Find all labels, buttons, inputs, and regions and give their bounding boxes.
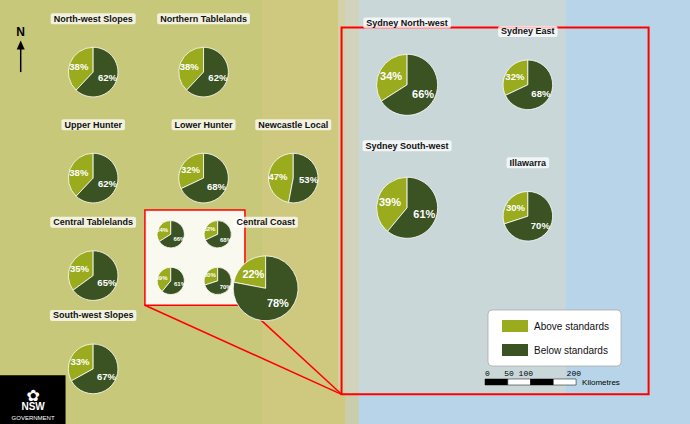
svg-text:32%: 32% (181, 164, 201, 175)
svg-text:Below standards: Below standards (534, 345, 608, 356)
svg-text:NSW: NSW (21, 400, 45, 412)
svg-text:68%: 68% (207, 181, 227, 192)
svg-text:22%: 22% (242, 268, 264, 280)
svg-text:34%: 34% (380, 70, 402, 82)
svg-text:Illawarra: Illawarra (510, 158, 548, 168)
svg-text:Central Tablelands: Central Tablelands (53, 217, 133, 227)
svg-text:62%: 62% (98, 178, 118, 189)
svg-text:32%: 32% (505, 71, 525, 82)
svg-text:38%: 38% (69, 167, 89, 178)
svg-text:N: N (16, 25, 25, 39)
svg-text:GOVERNMENT: GOVERNMENT (12, 415, 55, 421)
svg-text:53%: 53% (299, 174, 319, 185)
svg-text:34%: 34% (156, 227, 169, 233)
svg-text:North-west Slopes: North-west Slopes (54, 14, 133, 24)
svg-text:Kilometres: Kilometres (582, 378, 620, 387)
svg-text:Sydney East: Sydney East (501, 26, 555, 36)
svg-text:Newcastle Local: Newcastle Local (258, 120, 328, 130)
svg-text:47%: 47% (268, 171, 288, 182)
svg-text:62%: 62% (208, 72, 228, 83)
svg-text:68%: 68% (220, 237, 233, 243)
svg-text:35%: 35% (70, 263, 90, 274)
svg-text:70%: 70% (220, 284, 233, 290)
svg-text:Lower Hunter: Lower Hunter (175, 120, 234, 130)
svg-text:38%: 38% (69, 61, 89, 72)
svg-text:61%: 61% (413, 208, 435, 220)
svg-text:Central Coast: Central Coast (236, 217, 295, 227)
svg-text:66%: 66% (173, 236, 186, 242)
svg-text:65%: 65% (97, 277, 117, 288)
svg-text:✿: ✿ (26, 387, 39, 404)
svg-text:70%: 70% (531, 220, 551, 231)
svg-text:39%: 39% (379, 196, 401, 208)
svg-text:South-west Slopes: South-west Slopes (53, 310, 134, 320)
svg-text:Upper Hunter: Upper Hunter (64, 120, 122, 130)
svg-text:39%: 39% (156, 275, 169, 281)
svg-text:38%: 38% (180, 61, 200, 72)
svg-text:Northern Tablelands: Northern Tablelands (160, 14, 247, 24)
svg-text:Sydney North-west: Sydney North-west (366, 18, 448, 28)
svg-text:61%: 61% (174, 281, 187, 287)
svg-text:62%: 62% (98, 72, 118, 83)
svg-text:30%: 30% (204, 272, 217, 278)
svg-text:Sydney South-west: Sydney South-west (366, 141, 449, 151)
svg-text:Above standards: Above standards (534, 321, 609, 332)
svg-text:66%: 66% (412, 88, 434, 100)
svg-text:0 50 100 200: 0 50 100 200 (485, 369, 581, 378)
svg-text:33%: 33% (70, 356, 90, 367)
svg-text:68%: 68% (531, 88, 551, 99)
svg-text:78%: 78% (267, 297, 289, 309)
svg-text:30%: 30% (506, 202, 526, 213)
svg-text:67%: 67% (97, 371, 117, 382)
svg-text:32%: 32% (203, 226, 216, 232)
